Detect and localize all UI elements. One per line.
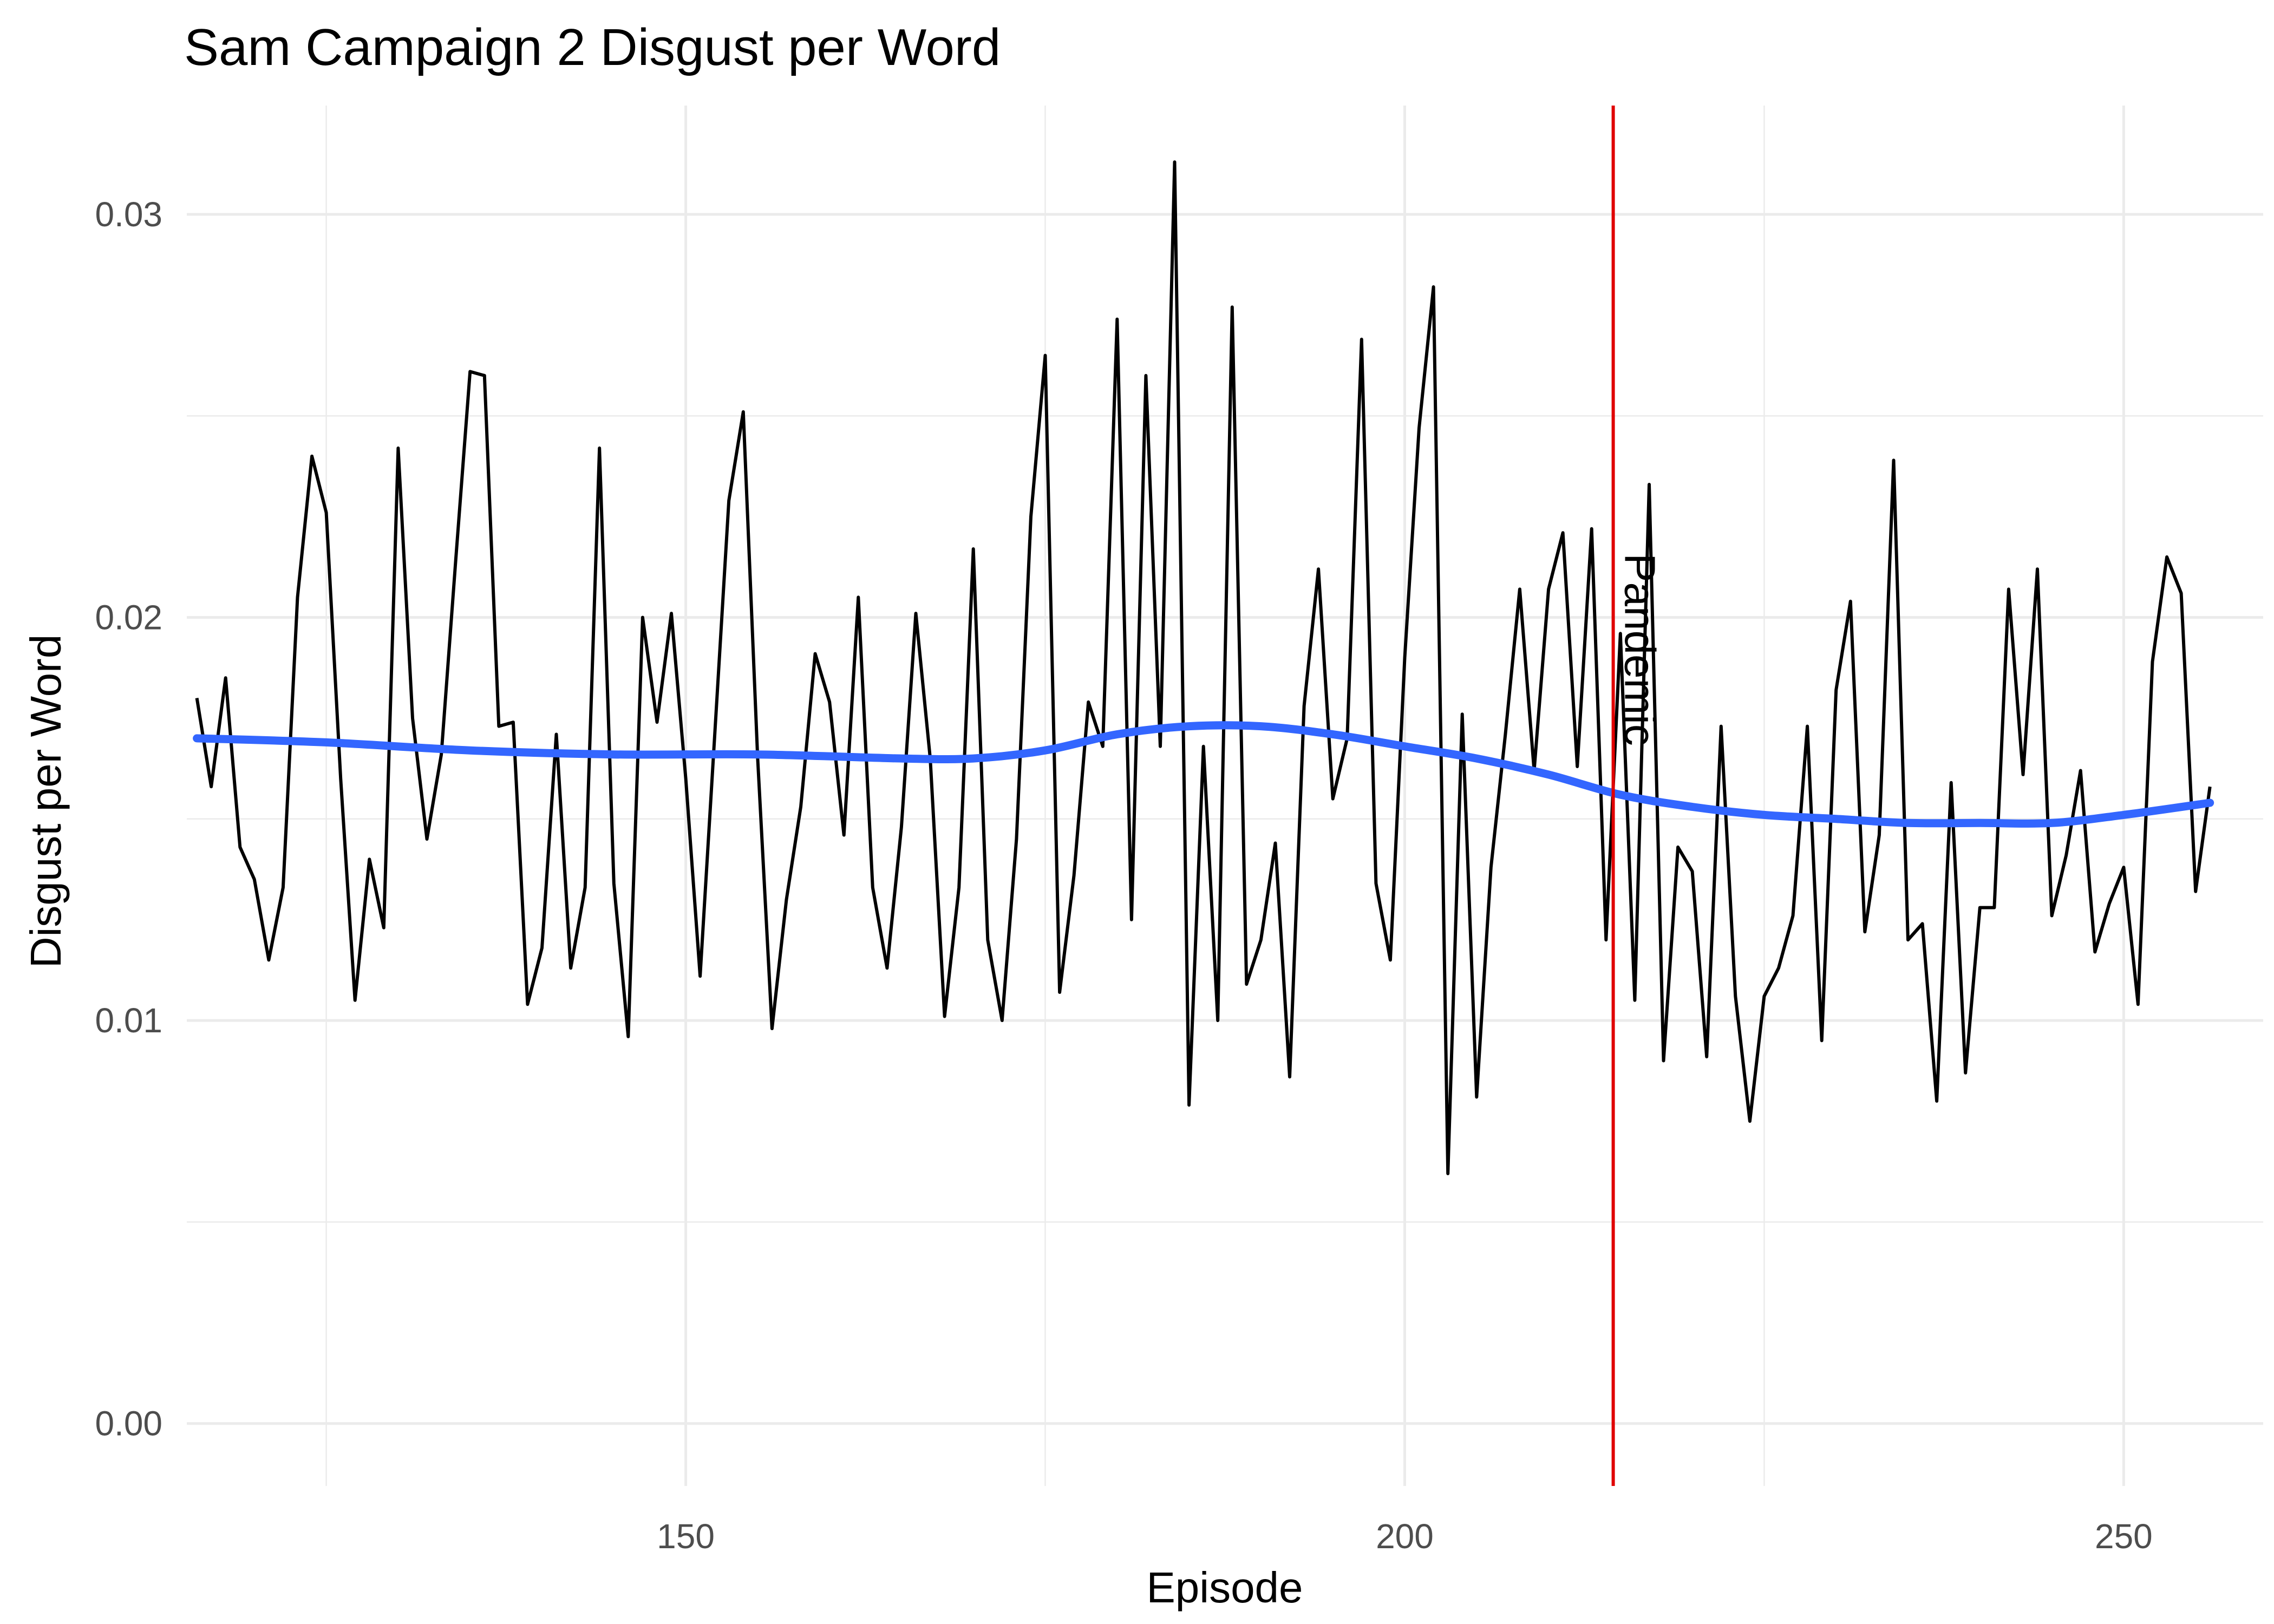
y-tick-label: 0.01 bbox=[95, 1001, 162, 1040]
y-tick-label: 0.03 bbox=[95, 195, 162, 234]
x-tick-label: 150 bbox=[657, 1517, 715, 1556]
x-tick-label: 250 bbox=[2095, 1517, 2153, 1556]
x-tick-label: 200 bbox=[1376, 1517, 1434, 1556]
y-tick-label: 0.00 bbox=[95, 1404, 162, 1443]
y-tick-label: 0.02 bbox=[95, 598, 162, 637]
grid bbox=[187, 106, 2263, 1486]
smooth-trend-line bbox=[193, 721, 2214, 828]
x-axis-title: Episode bbox=[1146, 1563, 1303, 1612]
pandemic-label: Pandemic bbox=[1616, 553, 1664, 746]
series-line bbox=[195, 160, 2212, 1175]
chart-title: Sam Campaign 2 Disgust per Word bbox=[184, 18, 1001, 76]
tick-labels: 150 200 250 0.00 0.01 0.02 0.03 bbox=[95, 195, 2152, 1556]
series-layer: Pandemic bbox=[193, 106, 2214, 1486]
y-axis-title: Disgust per Word bbox=[22, 634, 70, 968]
